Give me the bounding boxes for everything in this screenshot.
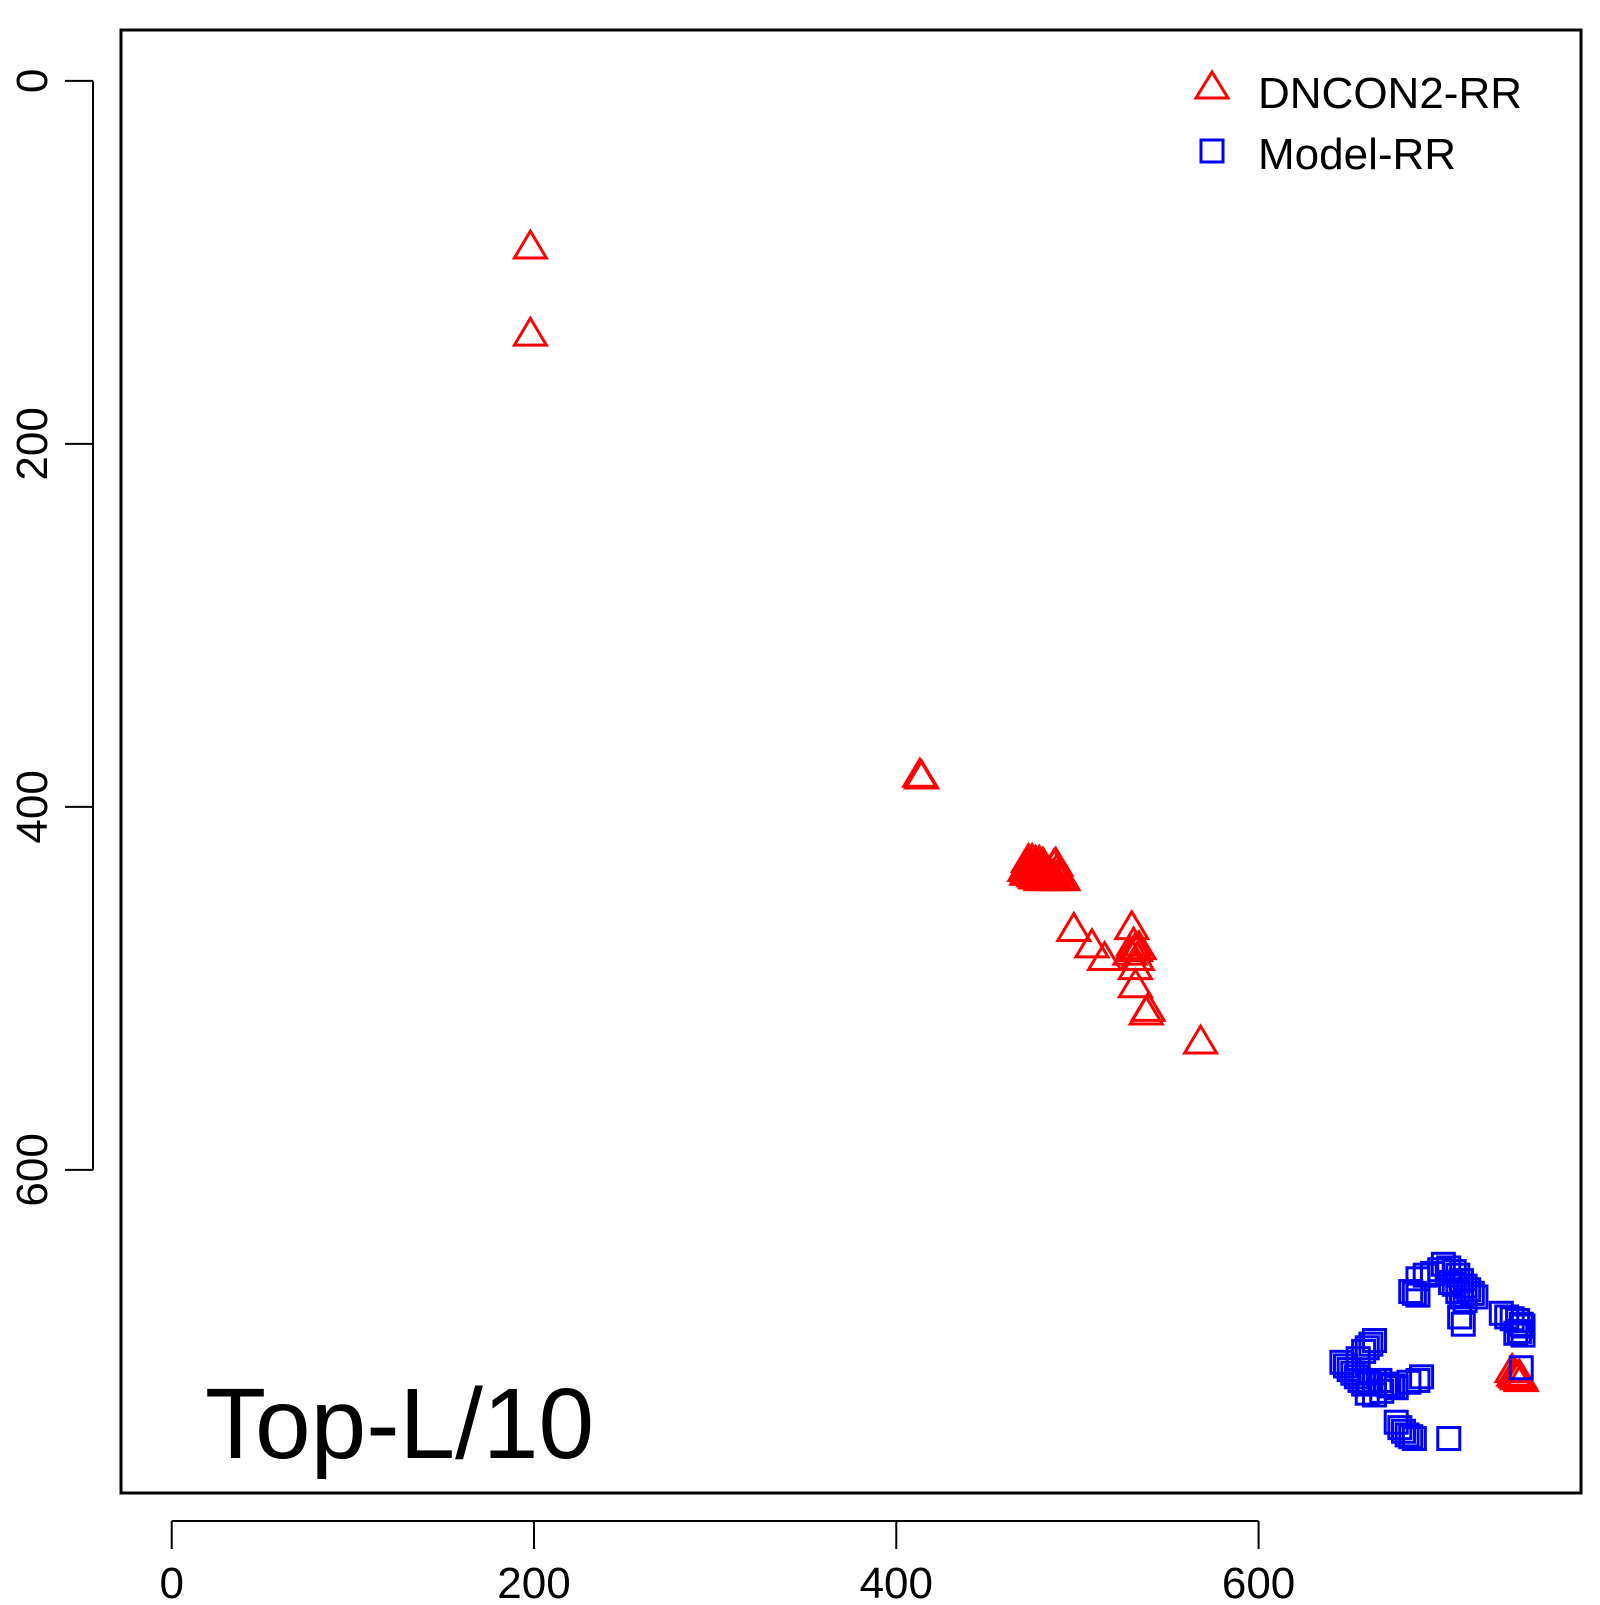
chart-annotation: Top-L/10 <box>205 1368 594 1480</box>
data-point <box>1181 1023 1220 1055</box>
legend: DNCON2-RR Model-RR <box>1193 69 1522 179</box>
data-point <box>1394 1422 1420 1448</box>
data-point <box>1116 948 1155 981</box>
data-point <box>1361 1328 1387 1354</box>
data-point <box>1118 939 1156 972</box>
data-point <box>1354 1380 1380 1406</box>
legend-marker-dncon2-rr <box>1193 69 1231 100</box>
data-point <box>1436 1255 1462 1281</box>
data-point <box>1503 1320 1529 1346</box>
y-tick-label: 0 <box>8 69 57 93</box>
x-axis: 0 200 400 600 <box>159 1520 1295 1605</box>
data-point <box>1508 1355 1534 1381</box>
data-point <box>1436 1426 1462 1452</box>
x-tick-label: 200 <box>497 1559 570 1600</box>
data-point <box>1354 1335 1380 1361</box>
data-point <box>1506 1318 1532 1344</box>
data-point <box>1405 1282 1431 1308</box>
data-point <box>511 228 550 260</box>
data-point <box>1510 1322 1536 1348</box>
x-tick-label: 0 <box>159 1559 183 1600</box>
data-point <box>1438 1269 1464 1295</box>
data-point <box>1055 910 1093 942</box>
data-point <box>1396 1369 1422 1395</box>
data-point <box>1401 1426 1427 1452</box>
data-point <box>1401 1280 1427 1306</box>
data-point <box>1129 990 1167 1022</box>
data-point <box>1027 858 1066 890</box>
y-tick-label: 400 <box>8 770 57 843</box>
plot-frame <box>119 28 1583 1495</box>
data-point <box>1369 1378 1395 1404</box>
data-point <box>1008 854 1046 886</box>
data-point <box>1445 1279 1471 1305</box>
legend-label-dncon2-rr: DNCON2-RR <box>1258 69 1522 118</box>
data-point <box>1361 1382 1387 1408</box>
data-point <box>1450 1311 1476 1337</box>
data-point <box>1113 908 1151 941</box>
data-point <box>1111 934 1149 966</box>
data-point <box>1398 1424 1424 1450</box>
data-point <box>1116 966 1155 999</box>
data-point <box>1502 1360 1540 1393</box>
legend-marker-model-rr <box>1199 138 1225 164</box>
data-point <box>1452 1288 1478 1314</box>
series-dncon2-rr <box>511 228 1540 1393</box>
y-axis: 0 200 400 600 <box>8 69 94 1207</box>
data-point <box>1013 841 1051 874</box>
series-model-rr <box>1329 1251 1536 1452</box>
data-point <box>1073 927 1111 959</box>
y-tick-label: 600 <box>8 1133 57 1206</box>
legend-label-model-rr: Model-RR <box>1258 130 1456 179</box>
data-point <box>1398 1279 1424 1305</box>
x-tick-label: 400 <box>860 1559 933 1600</box>
data-point <box>1085 939 1124 972</box>
data-point <box>1447 1304 1473 1330</box>
y-tick-label: 200 <box>8 407 57 480</box>
x-tick-label: 600 <box>1222 1559 1295 1600</box>
data-point <box>1405 1367 1431 1393</box>
data-point <box>1116 930 1155 962</box>
data-point <box>1358 1331 1384 1357</box>
data-point <box>1409 1364 1435 1390</box>
data-point <box>511 315 550 347</box>
data-points <box>511 228 1540 1452</box>
data-point <box>903 758 941 790</box>
